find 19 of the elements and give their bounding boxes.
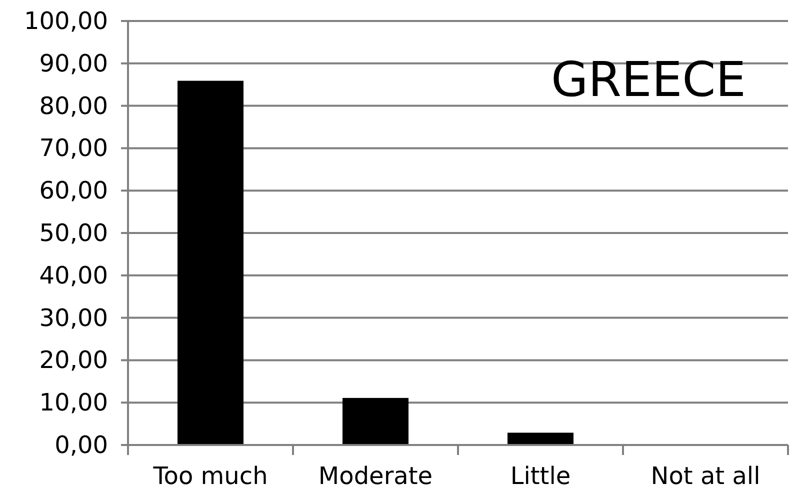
bar <box>178 80 244 445</box>
y-tick-label: 80,00 <box>39 92 108 120</box>
x-tick-label: Not at all <box>650 462 760 490</box>
y-tick-label: 30,00 <box>39 304 108 332</box>
y-tick-label: 40,00 <box>39 261 108 290</box>
text: GREECE <box>550 52 746 108</box>
y-tick-label: 0,00 <box>54 431 108 459</box>
x-tick-label: Moderate <box>318 462 433 490</box>
y-tick-label: 70,00 <box>39 134 108 162</box>
y-tick-label: 50,00 <box>39 219 108 247</box>
y-tick-label: 20,00 <box>39 346 108 374</box>
y-tick-label: 90,00 <box>39 49 108 78</box>
y-tick-label: 10,00 <box>39 388 108 417</box>
bar <box>342 398 408 445</box>
x-tick-label: Little <box>510 462 571 490</box>
bar <box>508 432 574 445</box>
y-tick-label: 60,00 <box>39 176 108 205</box>
y-tick-label: 100,00 <box>24 7 108 35</box>
x-tick-label: Too much <box>152 462 268 490</box>
